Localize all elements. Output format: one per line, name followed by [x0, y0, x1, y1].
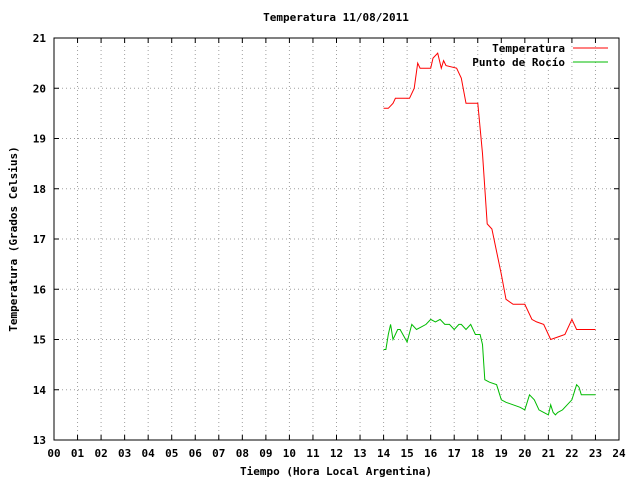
x-tick-label: 18 — [471, 447, 484, 460]
series-line-punto-de-rocio — [383, 318, 596, 416]
y-tick-label: 14 — [33, 384, 47, 397]
x-tick-label: 04 — [142, 447, 156, 460]
x-tick-label: 07 — [212, 447, 225, 460]
chart-title: Temperatura 11/08/2011 — [263, 11, 409, 24]
y-tick-label: 21 — [33, 32, 47, 45]
x-tick-label: 01 — [71, 447, 85, 460]
x-tick-label: 05 — [165, 447, 178, 460]
y-tick-label: 13 — [33, 434, 46, 447]
x-tick-label: 19 — [495, 447, 508, 460]
x-tick-label: 00 — [47, 447, 60, 460]
x-tick-label: 10 — [283, 447, 296, 460]
x-tick-label: 14 — [377, 447, 391, 460]
grid — [54, 38, 619, 440]
x-tick-label: 02 — [94, 447, 107, 460]
y-axis-ticks: 13 14 15 16 17 18 19 20 21 — [33, 32, 619, 447]
x-tick-label: 22 — [565, 447, 578, 460]
y-tick-label: 19 — [33, 133, 46, 146]
x-tick-label: 13 — [353, 447, 366, 460]
series-line-temperatura — [383, 52, 596, 341]
plot-frame — [53, 37, 620, 441]
y-tick-label: 20 — [33, 82, 46, 95]
legend-label: Punto de Rocío — [472, 56, 565, 69]
legend-label: Temperatura — [492, 42, 565, 55]
x-tick-label: 23 — [589, 447, 602, 460]
x-tick-label: 11 — [306, 447, 320, 460]
x-tick-label: 24 — [612, 447, 626, 460]
x-axis-label: Tiempo (Hora Local Argentina) — [240, 465, 432, 478]
x-tick-label: 17 — [448, 447, 461, 460]
y-tick-label: 17 — [33, 233, 46, 246]
x-tick-label: 06 — [189, 447, 203, 460]
x-tick-label: 15 — [401, 447, 414, 460]
x-tick-label: 09 — [259, 447, 272, 460]
x-tick-label: 08 — [236, 447, 249, 460]
y-axis-label: Temperatura (Grados Celsius) — [7, 146, 20, 331]
y-tick-label: 16 — [33, 283, 47, 296]
x-axis-ticks: 00 01 02 03 04 05 06 07 08 09 10 11 12 13 14 15 16 17 18 19… — [47, 38, 626, 460]
x-tick-label: 12 — [330, 447, 343, 460]
x-tick-label: 16 — [424, 447, 438, 460]
series-lines — [383, 52, 596, 416]
x-tick-label: 21 — [542, 447, 556, 460]
x-tick-label: 03 — [118, 447, 131, 460]
y-tick-label: 15 — [33, 334, 46, 347]
y-tick-label: 18 — [33, 183, 46, 196]
x-tick-label: 20 — [518, 447, 531, 460]
